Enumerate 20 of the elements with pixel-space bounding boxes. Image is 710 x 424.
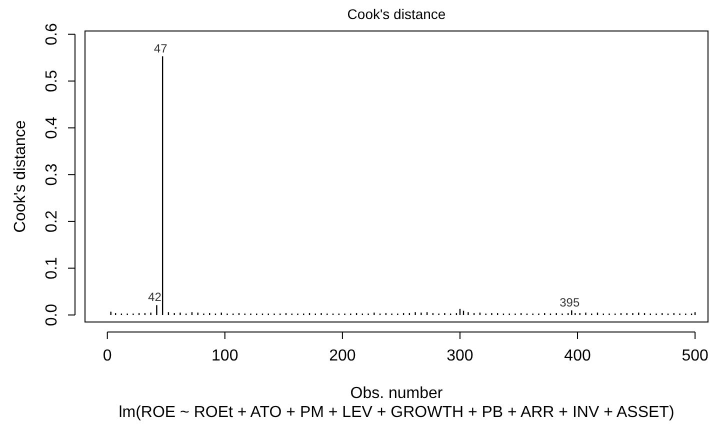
y-tick-label: 0.0 <box>44 304 61 326</box>
y-axis-title: Cook's distance <box>12 120 29 233</box>
x-tick-label: 100 <box>212 347 238 364</box>
y-tick-label: 0.4 <box>44 116 61 139</box>
chart-title: Cook's distance <box>347 6 446 22</box>
annotation: 395 <box>560 295 580 310</box>
x-axis-title: Obs. number <box>350 385 444 402</box>
y-tick-label: 0.3 <box>44 163 61 186</box>
x-tick-label: 0 <box>102 347 112 364</box>
annotation: 47 <box>154 41 168 56</box>
x-tick-label: 300 <box>446 347 474 364</box>
x-tick-label: 200 <box>329 347 356 364</box>
x-tick-label: 400 <box>564 347 591 364</box>
x-tick-label: 500 <box>682 347 709 364</box>
y-tick-label: 0.5 <box>44 70 61 92</box>
y-tick-label: 0.6 <box>44 23 61 46</box>
text: lm(ROE ~ ROEt + ATO + PM + LEV + GROWTH + PB + ARR + INV + ASSET) <box>118 404 674 421</box>
y-tick-label: 0.2 <box>44 210 61 233</box>
y-tick-label: 0.1 <box>44 256 61 280</box>
annotation: 42 <box>148 290 162 304</box>
